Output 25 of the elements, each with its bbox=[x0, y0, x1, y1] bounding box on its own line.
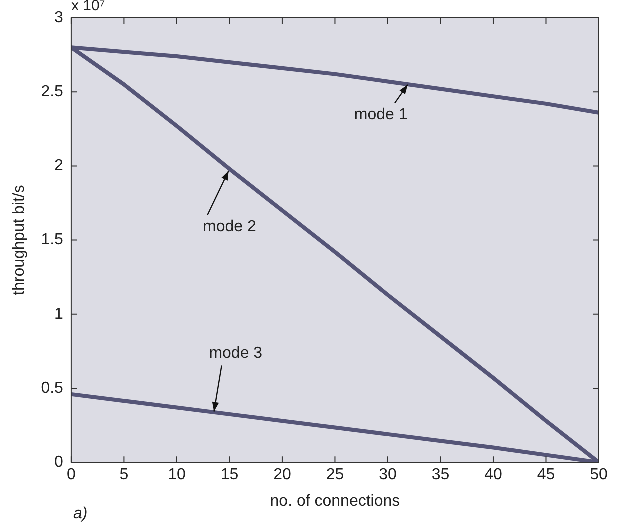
x-tick-label: 5 bbox=[120, 466, 129, 484]
x-tick-label: 15 bbox=[220, 466, 239, 484]
y-tick-label: 1.5 bbox=[41, 232, 64, 249]
x-tick-label: 45 bbox=[537, 466, 556, 484]
text: x 10⁷ bbox=[71, 0, 106, 15]
x-tick-label: 25 bbox=[326, 466, 344, 484]
x-tick-label: 30 bbox=[379, 466, 397, 484]
y-tick-label: 2.5 bbox=[41, 84, 64, 101]
x-tick-label: 40 bbox=[484, 466, 502, 484]
x-axis-title: no. of connections bbox=[270, 492, 400, 510]
y-tick-label: 1 bbox=[54, 306, 64, 323]
y-axis-title: throughput bit/s bbox=[11, 185, 28, 296]
x-tick-label: 20 bbox=[274, 466, 292, 484]
text: a) bbox=[73, 505, 88, 522]
x-tick-label: 35 bbox=[432, 466, 450, 484]
y-tick-label: 0 bbox=[54, 454, 64, 472]
annotation: mode 1 bbox=[354, 106, 408, 124]
y-tick-label: 0.5 bbox=[41, 380, 64, 397]
y-tick-label: 2 bbox=[54, 158, 64, 175]
annotation: mode 3 bbox=[209, 345, 263, 362]
y-tick-label: 3 bbox=[54, 9, 64, 26]
x-tick-label: 0 bbox=[66, 466, 76, 484]
x-tick-label: 50 bbox=[590, 466, 608, 484]
annotation: mode 2 bbox=[203, 218, 256, 236]
x-tick-label: 10 bbox=[168, 466, 186, 484]
